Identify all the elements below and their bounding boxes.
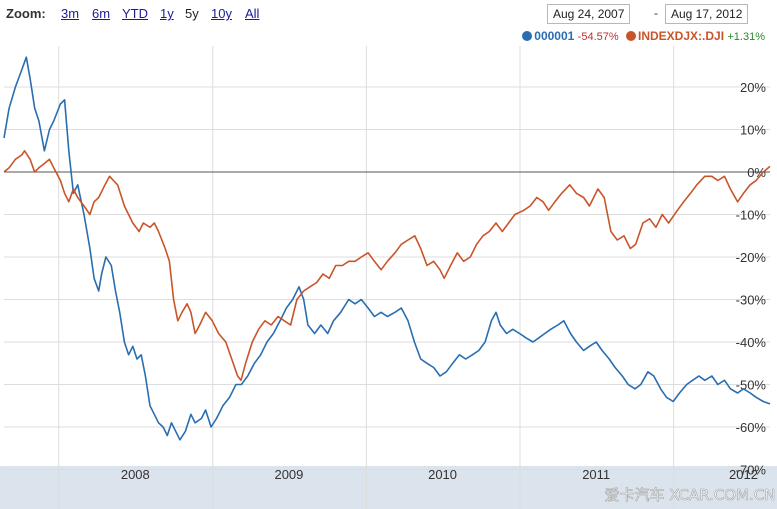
y-tick-label: 20%	[740, 80, 766, 95]
watermark-logo: 爱卡汽车 XCAR.COM.CN	[604, 486, 775, 504]
zoom-label: Zoom:	[6, 6, 46, 21]
y-tick-label: -20%	[736, 250, 767, 265]
legend-change: +1.31%	[727, 31, 765, 43]
x-tick-label: 2008	[121, 467, 150, 482]
y-tick-label: 0%	[747, 165, 766, 180]
legend-item-000001[interactable]: 000001 -54.57%	[522, 29, 626, 43]
zoom-ytd-link[interactable]: YTD	[122, 6, 148, 21]
legend-name: 000001	[534, 29, 575, 43]
y-tick-label: -10%	[736, 208, 767, 223]
x-tick-label: 2011	[582, 467, 610, 482]
y-tick-label: 10%	[740, 123, 766, 138]
zoom-1y-link[interactable]: 1y	[160, 6, 174, 21]
y-tick-label: -30%	[736, 293, 767, 308]
y-tick-label: -70%	[736, 463, 767, 478]
zoom-3m-link[interactable]: 3m	[61, 6, 80, 21]
zoom-5y-link[interactable]: 5y	[185, 6, 199, 21]
start-date-field[interactable]: Aug 24, 2007	[547, 4, 631, 24]
x-tick-label: 2010	[428, 467, 457, 482]
y-tick-label: -60%	[736, 420, 767, 435]
chart-legend: 000001 -54.57% INDEXDJX:.DJI +1.31%	[522, 29, 769, 43]
series-line-000001	[3, 56, 771, 441]
series-line-dji	[3, 150, 771, 382]
date-separator: -	[654, 6, 658, 20]
zoom-6m-link[interactable]: 6m	[92, 6, 111, 21]
series-dot-icon	[522, 31, 533, 41]
zoom-10y-link[interactable]: 10y	[211, 6, 232, 21]
end-date-field[interactable]: Aug 17, 2012	[665, 4, 749, 24]
y-tick-label: -40%	[736, 335, 767, 350]
time-axis-bar	[0, 466, 777, 509]
toolbar: Zoom: 3m 6m YTD 1y 5y 10y All Aug 24, 20…	[0, 0, 777, 26]
series-dot-icon	[626, 31, 636, 41]
x-tick-label: 2012	[729, 467, 758, 482]
x-tick-label: 2009	[274, 467, 303, 482]
legend-change: -54.57%	[577, 31, 619, 43]
zoom-all-link[interactable]: All	[245, 6, 260, 21]
legend-item-dji[interactable]: INDEXDJX:.DJI +1.31%	[626, 29, 769, 43]
legend-name: INDEXDJX:.DJI	[638, 29, 725, 43]
